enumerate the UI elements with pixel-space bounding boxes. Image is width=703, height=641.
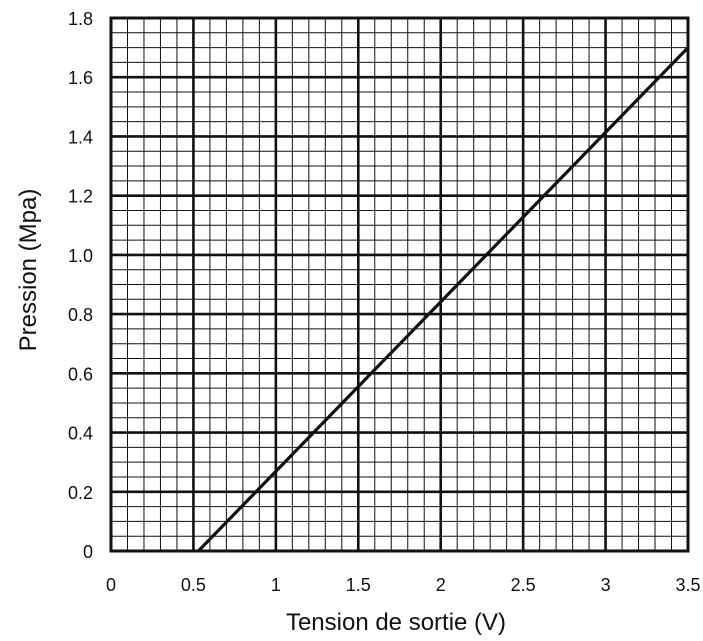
y-tick-label: 0.4: [68, 424, 93, 444]
y-tick-label: 1.8: [68, 9, 93, 29]
minor-grid: [111, 18, 688, 551]
y-tick-labels: 0 0.2 0.4 0.6 0.8 1.0 1.2 1.4 1.6 1.8: [68, 9, 93, 562]
major-grid: [111, 18, 688, 551]
y-tick-label: 1.0: [68, 246, 93, 266]
y-axis-label: Pression (Mpa): [15, 189, 42, 352]
y-tick-label: 1.6: [68, 68, 93, 88]
y-tick-label: 0.8: [68, 305, 93, 325]
plot-frame: [109, 16, 690, 553]
x-axis-label: Tension de sortie (V): [286, 609, 506, 636]
x-tick-label: 2: [436, 575, 446, 595]
x-tick-label: 0.5: [181, 575, 206, 595]
series-line-0: [197, 46, 690, 553]
series-layer: [197, 46, 690, 553]
y-tick-label: 1.4: [68, 127, 93, 147]
y-tick-label: 1.2: [68, 187, 93, 207]
y-tick-label: 0.2: [68, 483, 93, 503]
x-tick-label: 2.5: [511, 575, 536, 595]
x-tick-label: 0: [106, 575, 116, 595]
x-tick-label: 3.5: [675, 575, 700, 595]
y-tick-label: 0.6: [68, 364, 93, 384]
x-tick-label: 3: [601, 575, 611, 595]
x-tick-label: 1: [271, 575, 281, 595]
x-tick-label: 1.5: [346, 575, 371, 595]
y-tick-label: 0: [83, 542, 93, 562]
x-tick-labels: 0 0.5 1 1.5 2 2.5 3 3.5: [106, 575, 701, 595]
